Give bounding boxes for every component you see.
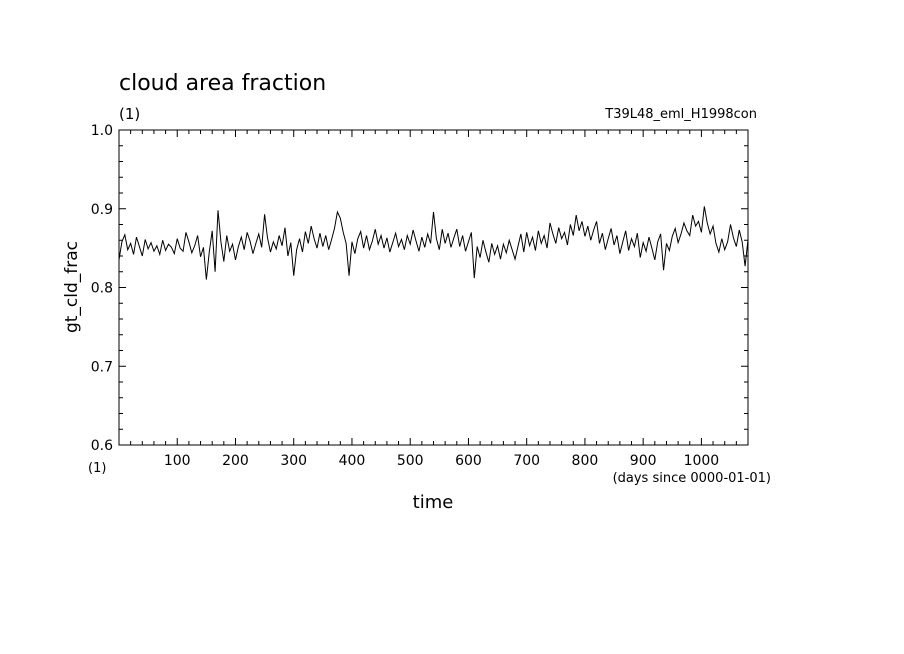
x-tick-label: 200 (222, 453, 249, 469)
y-axis-label: gt_cld_frac (62, 241, 82, 333)
series-line (118, 206, 749, 280)
y-tick-label: 0.7 (91, 359, 113, 375)
x-tick-label: 900 (630, 453, 657, 469)
y-tick-label: 1.0 (91, 123, 113, 139)
x-tick-label: 600 (455, 453, 482, 469)
chart-subtitle-unit: (1) (119, 105, 140, 123)
x-tick-label: 300 (280, 453, 307, 469)
x-tick-label: 800 (572, 453, 599, 469)
y-tick-label: 0.6 (91, 438, 113, 454)
axis-ticks (119, 130, 748, 445)
y-tick-label: 0.9 (91, 202, 113, 218)
x-tick-label: 100 (164, 453, 191, 469)
plot-frame (118, 129, 749, 446)
x-axis-unit-right: (days since 0000-01-01) (613, 471, 771, 486)
x-tick-label: 1000 (684, 453, 720, 469)
x-axis-label: time (413, 492, 454, 513)
chart-subtitle-experiment: T39L48_eml_H1998con (604, 107, 757, 122)
y-tick-labels: 0.6 0.7 0.8 0.9 1.0 (91, 123, 113, 454)
chart-title: cloud area fraction (119, 71, 326, 96)
x-tick-label: 700 (513, 453, 540, 469)
x-tick-label: 400 (339, 453, 366, 469)
x-axis-unit-left: (1) (88, 461, 106, 476)
y-tick-label: 0.8 (91, 281, 113, 297)
x-tick-labels: 100 200 300 400 500 600 700 800 900 1000 (164, 453, 719, 469)
x-tick-label: 500 (397, 453, 424, 469)
